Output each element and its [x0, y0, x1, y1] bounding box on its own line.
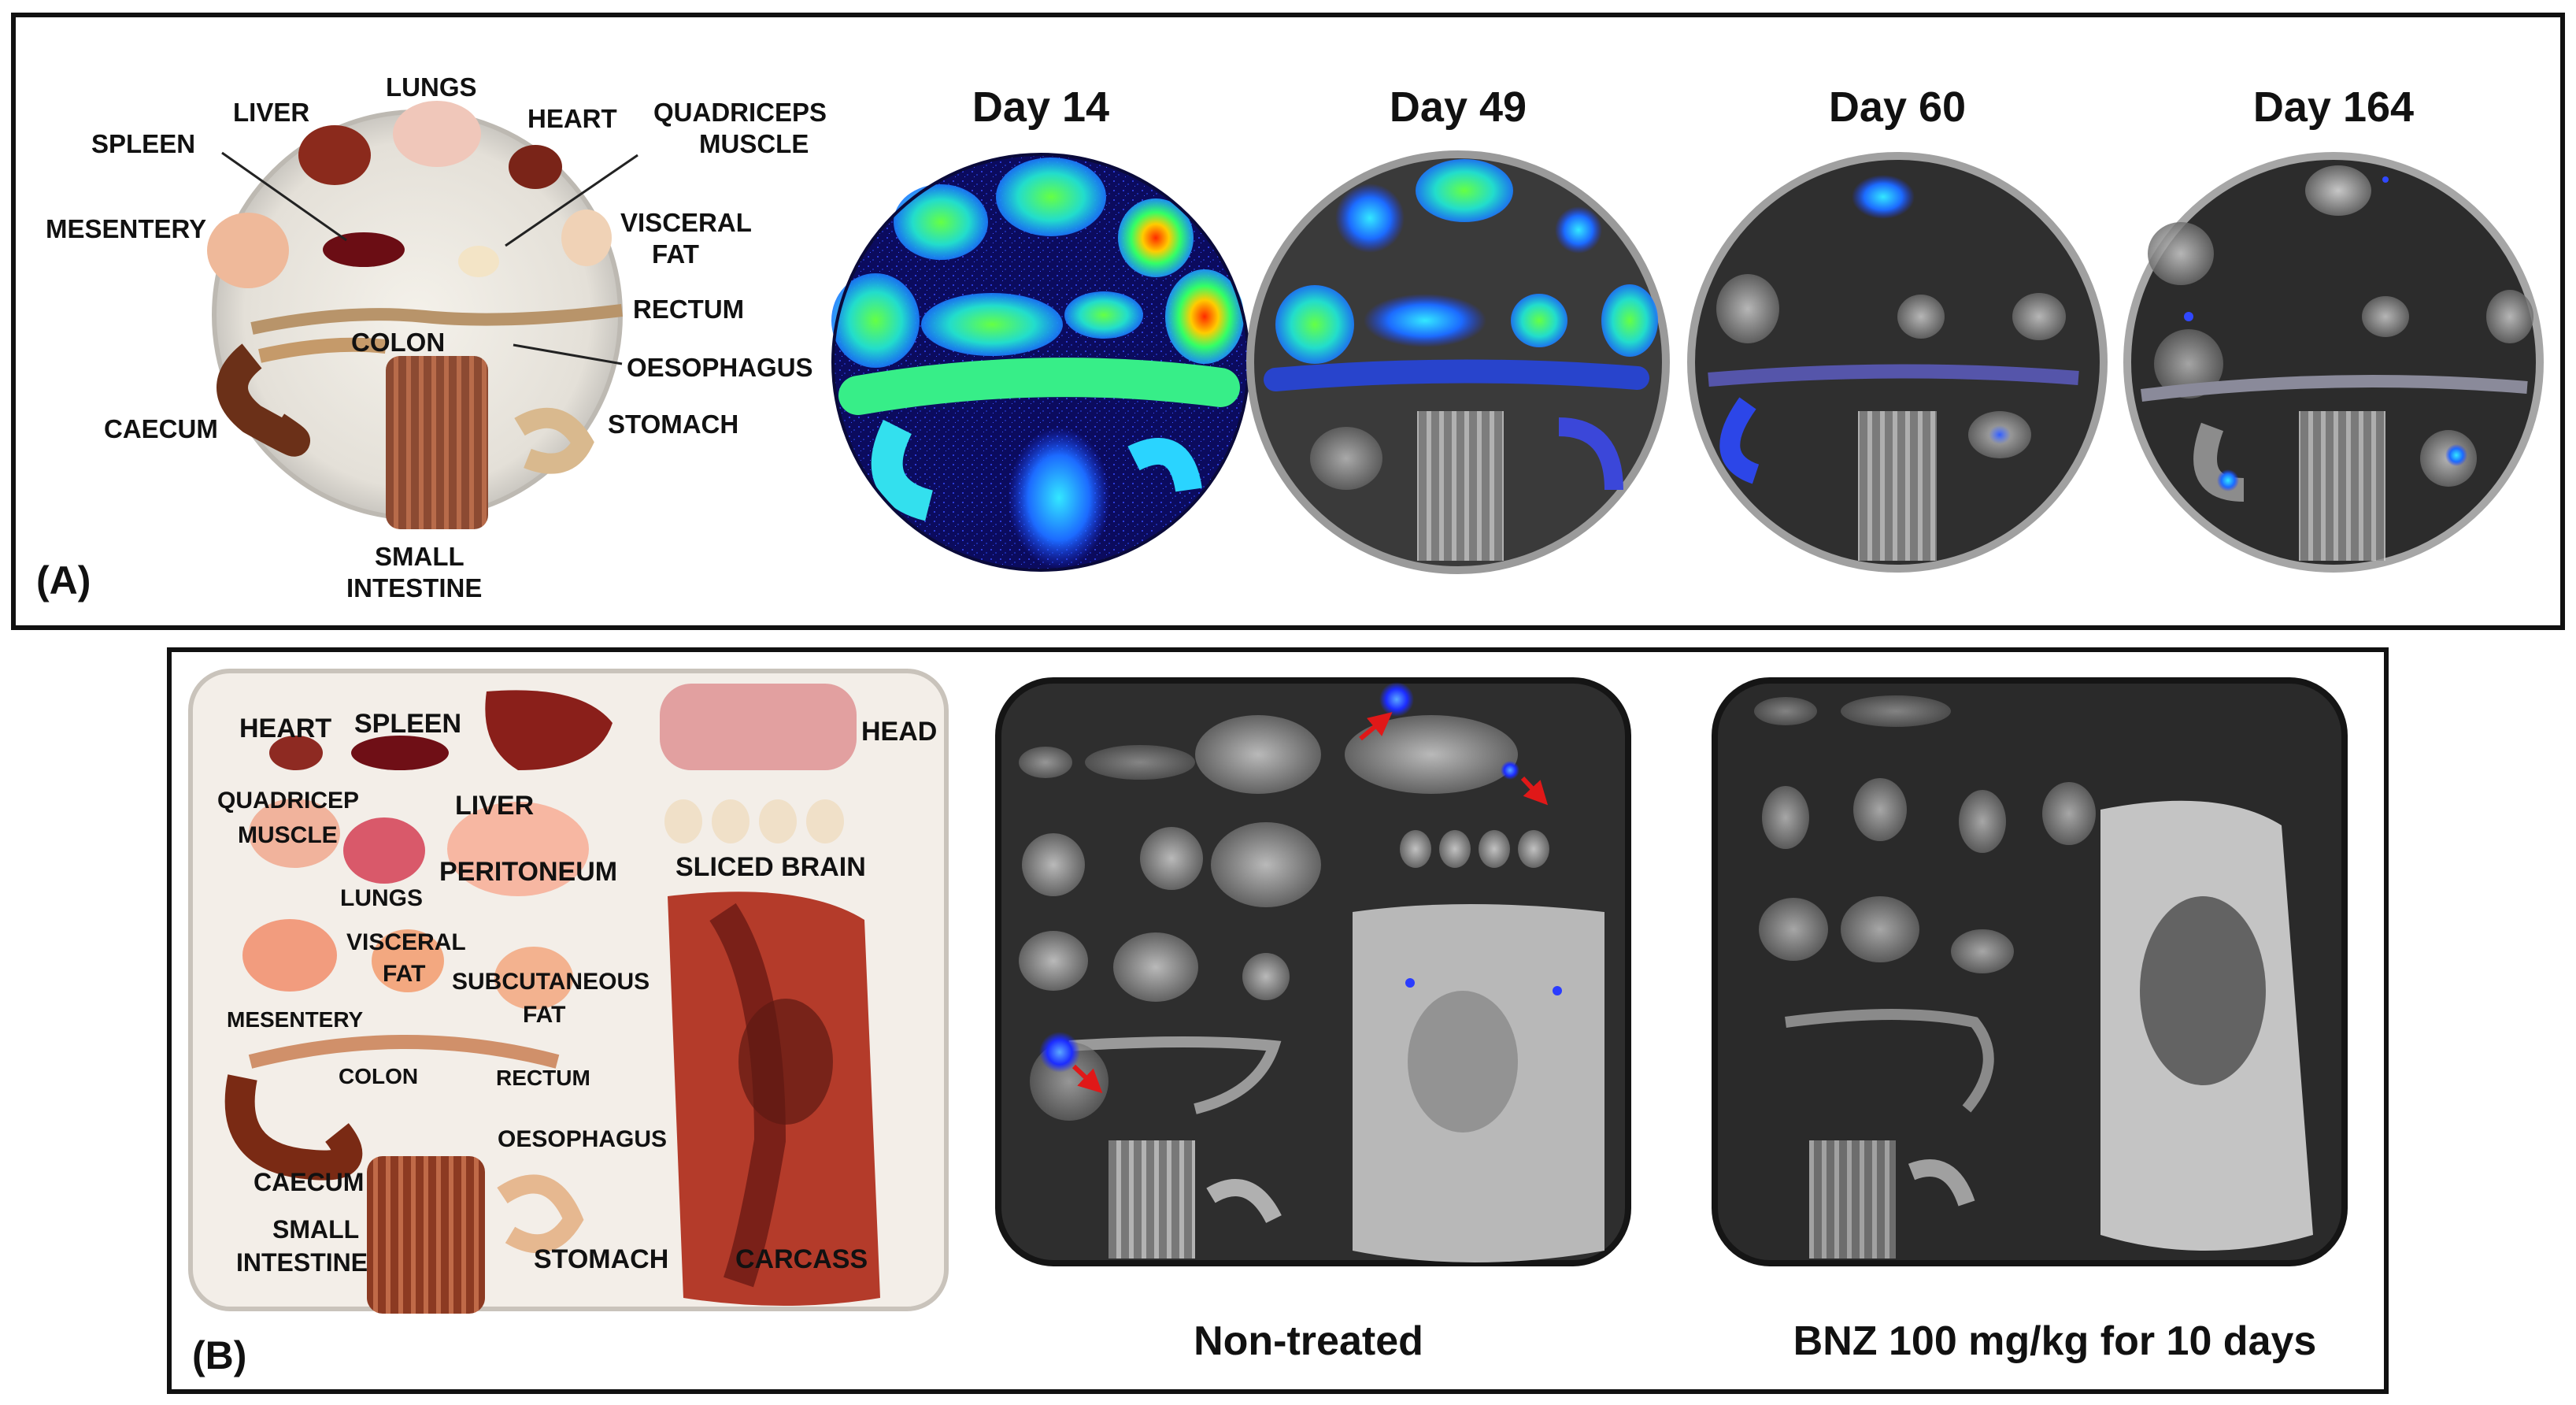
- panel-b-label: (B): [192, 1333, 246, 1377]
- label-b-mesentery: MESENTERY: [227, 1007, 364, 1032]
- label-oesophagus: OESOPHAGUS: [627, 353, 813, 382]
- label-liver: LIVER: [233, 98, 309, 127]
- bioluminescence-day-14: [831, 153, 1250, 572]
- label-b-muscle: MUSCLE: [238, 822, 338, 848]
- label-b-rectum: RECTUM: [496, 1066, 590, 1090]
- label-b-stomach: STOMACH: [534, 1244, 668, 1274]
- label-quadriceps: QUADRICEPS: [653, 98, 827, 127]
- label-b-carcass: CARCASS: [735, 1244, 868, 1274]
- panel-a-label: (A): [36, 558, 91, 602]
- label-b-colon: COLON: [339, 1064, 418, 1088]
- day-label-49: Day 49: [1390, 83, 1527, 131]
- label-b-subcutaneous-fat: FAT: [523, 1002, 565, 1028]
- caption-bnz-treated: BNZ 100 mg/kg for 10 days: [1793, 1318, 2317, 1364]
- label-b-quadricep: QUADRICEP: [217, 788, 359, 814]
- organ-tray-photo: [188, 669, 949, 1314]
- panel-a: LUNGS LIVER HEART QUADRICEPS MUSCLE SPLE…: [11, 13, 2565, 630]
- panel-b: HEART SPLEEN HEAD QUADRICEP MUSCLE LIVER…: [167, 647, 2389, 1394]
- label-rectum: RECTUM: [633, 295, 744, 324]
- day-label-60: Day 60: [1829, 83, 1966, 131]
- bioluminescence-day-164: [2123, 152, 2544, 573]
- label-b-spleen: SPLEEN: [354, 709, 461, 739]
- label-visceral-fat: FAT: [652, 239, 699, 269]
- leader-lines: [221, 151, 638, 365]
- panel-a-figure: LUNGS LIVER HEART QUADRICEPS MUSCLE SPLE…: [36, 72, 2544, 602]
- label-b-lungs: LUNGS: [340, 885, 423, 911]
- label-b-heart: HEART: [239, 714, 331, 743]
- label-caecum: CAECUM: [104, 414, 218, 443]
- day-label-164: Day 164: [2253, 83, 2414, 131]
- label-lungs: LUNGS: [386, 72, 477, 102]
- organ-dish-photo: [207, 101, 623, 529]
- label-stomach: STOMACH: [608, 410, 738, 439]
- label-b-fat: FAT: [383, 961, 425, 987]
- label-spleen: SPLEEN: [91, 129, 195, 158]
- label-quadriceps-muscle: MUSCLE: [699, 129, 809, 158]
- label-visceral: VISCERAL: [620, 208, 752, 237]
- day-label-14: Day 14: [972, 83, 1109, 131]
- label-b-oesophagus: OESOPHAGUS: [498, 1126, 667, 1152]
- label-b-sliced-brain: SLICED BRAIN: [675, 852, 866, 882]
- label-b-subcutaneous: SUBCUTANEOUS: [452, 969, 650, 995]
- bioluminescence-bnz-treated: [1712, 677, 2348, 1266]
- panel-b-figure: HEART SPLEEN HEAD QUADRICEP MUSCLE LIVER…: [188, 669, 2348, 1377]
- label-heart: HEART: [527, 104, 617, 133]
- label-mesentery: MESENTERY: [46, 214, 206, 243]
- label-b-visceral: VISCERAL: [346, 929, 466, 955]
- bioluminescence-day-49: [1246, 150, 1670, 574]
- bioluminescence-non-treated: [995, 677, 1631, 1266]
- label-b-peritoneum: PERITONEUM: [439, 857, 617, 887]
- label-colon: COLON: [351, 328, 445, 357]
- bioluminescence-day-60: [1687, 152, 2108, 573]
- caption-non-treated: Non-treated: [1194, 1318, 1423, 1364]
- label-small-intestine-2: INTESTINE: [346, 573, 482, 602]
- label-small-intestine: SMALL: [375, 542, 464, 571]
- label-b-intestine: INTESTINE: [236, 1248, 368, 1277]
- label-b-small: SMALL: [272, 1215, 359, 1244]
- label-b-liver: LIVER: [455, 791, 534, 821]
- label-b-head: HEAD: [861, 717, 937, 747]
- label-b-caecum: CAECUM: [254, 1168, 364, 1196]
